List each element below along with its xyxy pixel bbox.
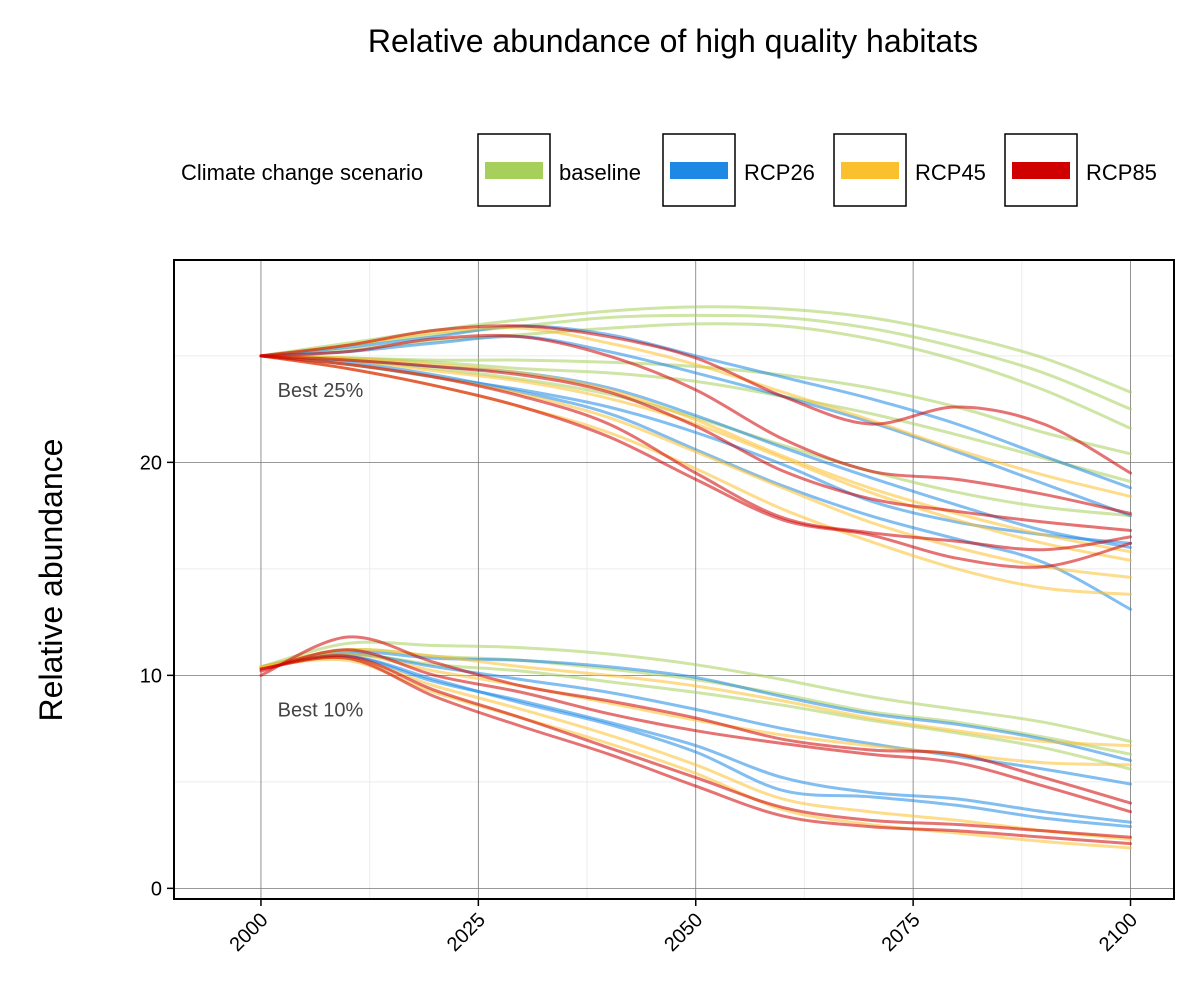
legend-label: RCP26 [744,160,815,185]
series-line-rcp85-19 [259,354,1132,532]
x-tick-label: 2025 [443,909,490,956]
legend-item-rcp26: RCP26 [662,133,815,207]
x-tick-label: 2100 [1095,909,1142,956]
legend-key-swatch [670,162,728,179]
series-line-rcp26-25 [259,650,1132,762]
legend-key-swatch [841,162,899,179]
series-line-rcp45-32 [259,657,1132,850]
chart-title: Relative abundance of high quality habit… [368,23,978,59]
legend-label: RCP45 [915,160,986,185]
series-line-rcp85-17 [259,324,1132,475]
legend-item-rcp45: RCP45 [833,133,986,207]
y-tick-label: 10 [140,665,162,687]
series-line-rcp45-30 [259,652,1132,767]
series-line-rcp85-33 [259,635,1132,805]
series-lines [259,305,1132,850]
legend-item-rcp85: RCP85 [1004,133,1157,207]
series-line-rcp45-16 [259,354,1132,562]
series-line-rcp45-31 [259,656,1132,841]
series-line-baseline-2 [259,313,1132,411]
x-tick-label: 2075 [878,909,925,956]
series-line-rcp85-34 [259,648,1132,814]
legend-item-baseline: baseline [477,133,641,207]
series-line-rcp85-35 [259,654,1132,839]
annotation-label: Best 25% [278,380,364,402]
x-tick-label: 2050 [660,909,707,956]
plot-border [173,259,1175,900]
series-line-rcp85-20 [259,354,1132,552]
annotation-label: Best 10% [278,699,364,721]
series-line-rcp26-27 [259,654,1132,829]
y-tick-label: 0 [151,878,162,900]
series-line-rcp85-36 [259,655,1132,846]
series-line-baseline-22 [259,640,1132,743]
y-axis: 0 10 20 [140,452,174,900]
annotations: Best 25% Best 10% [278,380,364,722]
legend-title: Climate change scenario [181,160,423,185]
plot-panel: Best 25% Best 10% [173,259,1175,900]
legend-key-swatch [1012,162,1070,179]
series-line-rcp85-18 [259,333,1132,515]
x-axis: 2000 2025 2050 2075 2100 [225,899,1142,956]
legend-label: RCP85 [1086,160,1157,185]
series-line-rcp26-8 [259,334,1132,518]
series-line-rcp85-21 [259,354,1132,569]
series-line-rcp26-7 [259,324,1132,490]
legend-label: baseline [559,160,641,185]
series-line-rcp45-13 [259,354,1132,554]
y-tick-label: 20 [140,452,162,474]
legend: Climate change scenario baseline RCP26 RCP4… [181,133,1157,207]
x-tick-label: 2000 [225,909,272,956]
y-axis-title: Relative abundance [33,439,69,722]
legend-key-swatch [485,162,543,179]
series-line-rcp26-28 [259,654,1132,824]
grid [174,260,1174,899]
